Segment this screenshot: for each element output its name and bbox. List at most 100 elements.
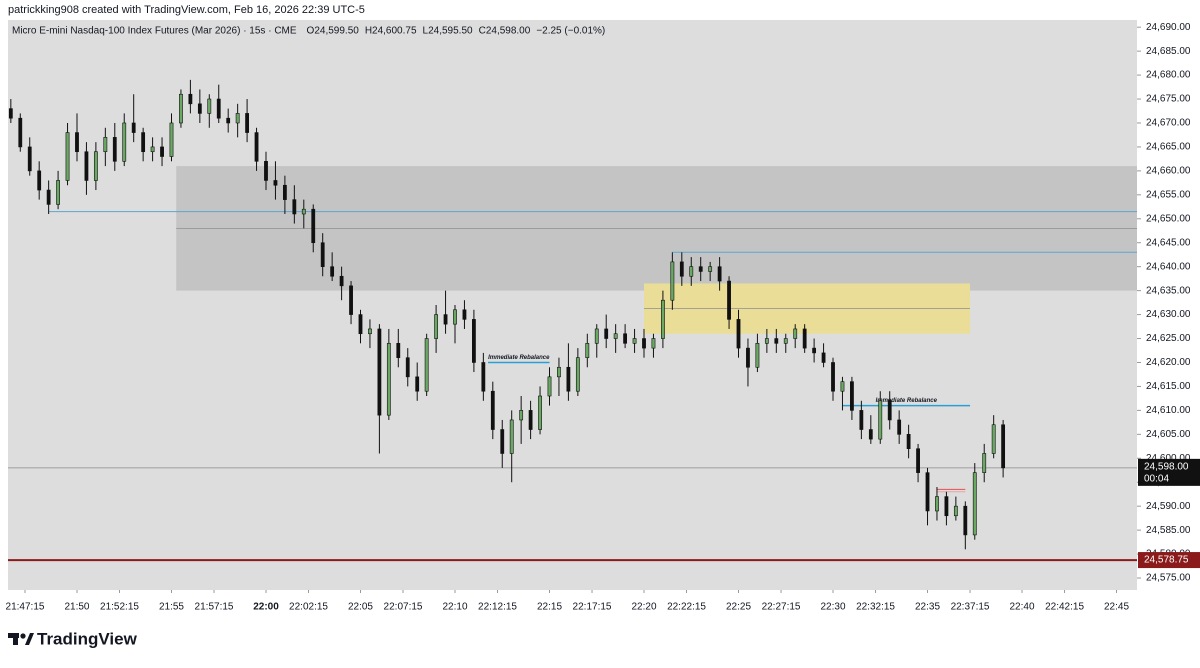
header-change: −2.25 (−0.01%) (536, 26, 605, 37)
level-tag (1138, 552, 1200, 569)
candle-body (160, 146, 164, 157)
x-tick-label: 22:45 (1104, 602, 1129, 613)
candle-body (292, 199, 297, 215)
x-tick-label: 21:47:15 (6, 602, 45, 613)
annotation-label: Immediate Rebalance (876, 398, 938, 404)
candle-body (661, 299, 665, 339)
candle-body (925, 472, 930, 512)
candle-body (481, 362, 486, 392)
x-tick-label: 22:12:15 (478, 602, 517, 613)
candle-body (972, 472, 977, 536)
y-tick-label: 24,625.00 (1146, 333, 1191, 344)
candle-body (46, 189, 51, 205)
x-tick-label: 22:15 (537, 602, 562, 613)
symbol-line: Micro E-mini Nasdaq-100 Index Futures (M… (12, 26, 297, 37)
x-tick-label: 22:32:15 (856, 602, 895, 613)
candle-body (443, 314, 448, 325)
y-tick-label: 24,690.00 (1146, 22, 1191, 33)
candle-body (859, 410, 864, 430)
candle-body (188, 93, 193, 105)
candle-body (472, 319, 476, 363)
header-close: C24,598.00 (479, 26, 531, 37)
candle-body (386, 343, 391, 416)
candle-body (216, 98, 221, 119)
candle-body (585, 343, 590, 358)
x-tick-label: 22:35 (915, 602, 940, 613)
candle-body (131, 122, 136, 133)
level-label: 24,578.75 (1144, 555, 1189, 566)
last-price-tag (1138, 458, 1200, 486)
candle-body (935, 496, 939, 512)
candle-body (311, 208, 316, 244)
candle-body (604, 328, 609, 339)
x-tick-label: 22:10 (442, 602, 467, 613)
candle-body (8, 108, 13, 119)
candle-body (301, 208, 306, 215)
candle-body (831, 362, 835, 392)
x-tick-label: 22:17:15 (573, 602, 612, 613)
y-tick-label: 24,685.00 (1146, 46, 1191, 57)
candle-body (764, 338, 769, 344)
candle-body (953, 505, 958, 517)
candle-body (245, 113, 249, 133)
candle-body (396, 343, 401, 358)
x-tick-label: 21:57:15 (195, 602, 234, 613)
candle-body (670, 261, 675, 301)
candle-body (632, 338, 637, 344)
header-open: O24,599.50 (307, 26, 360, 37)
y-tick-label: 24,670.00 (1146, 118, 1191, 129)
candle-body (566, 366, 571, 392)
candle-body (642, 338, 646, 349)
candle-body (197, 103, 202, 114)
candle-body (538, 395, 542, 430)
y-tick-label: 24,590.00 (1146, 501, 1191, 512)
x-tick-label: 22:25 (726, 602, 751, 613)
candle-body (339, 275, 344, 287)
countdown-label: 00:04 (1144, 473, 1169, 484)
candle-body (802, 328, 807, 349)
candle-body (434, 314, 439, 339)
symbol: Micro E-mini Nasdaq-100 Index Futures (M… (12, 26, 297, 37)
x-tick-label: 22:00 (253, 602, 279, 613)
candle-body (821, 352, 826, 363)
candle-body (424, 338, 429, 392)
x-tick-label: 22:27:15 (762, 602, 801, 613)
candle-body (840, 381, 845, 392)
header-high: H24,600.75 (365, 26, 417, 37)
y-tick-label: 24,610.00 (1146, 405, 1191, 416)
candle-body (282, 184, 287, 200)
candle-body (226, 117, 231, 124)
x-tick-label: 22:20 (631, 602, 656, 613)
candle-body (887, 400, 892, 421)
candle-body (698, 266, 703, 272)
candle-body (509, 419, 514, 454)
candle-body (254, 132, 259, 162)
candle-body (56, 180, 60, 205)
y-tick-label: 24,660.00 (1146, 166, 1191, 177)
y-tick-label: 24,605.00 (1146, 429, 1191, 440)
candle-body (547, 376, 552, 397)
candle-body (320, 242, 325, 267)
x-tick-label: 21:52:15 (100, 602, 139, 613)
candle-body (377, 328, 382, 416)
candle-body (453, 309, 457, 325)
credit: patrickking908 created with TradingView.… (8, 4, 365, 16)
candle-body (103, 137, 108, 153)
logo-mark (25, 633, 34, 645)
candle-body (65, 132, 70, 181)
candle-body (868, 429, 873, 440)
candle-body (897, 419, 902, 435)
x-tick-label: 22:40 (1010, 602, 1035, 613)
x-tick-label: 22:30 (820, 602, 845, 613)
candle-body (264, 161, 268, 181)
candle-body (368, 328, 372, 335)
candle-body (75, 132, 79, 153)
logo: TradingView (8, 629, 138, 648)
y-tick-label: 24,575.00 (1146, 573, 1191, 584)
y-tick-label: 24,675.00 (1146, 94, 1191, 105)
candle-body (37, 170, 42, 191)
candle-body (207, 98, 212, 114)
candle-body (783, 338, 788, 344)
candle-body (575, 357, 580, 392)
